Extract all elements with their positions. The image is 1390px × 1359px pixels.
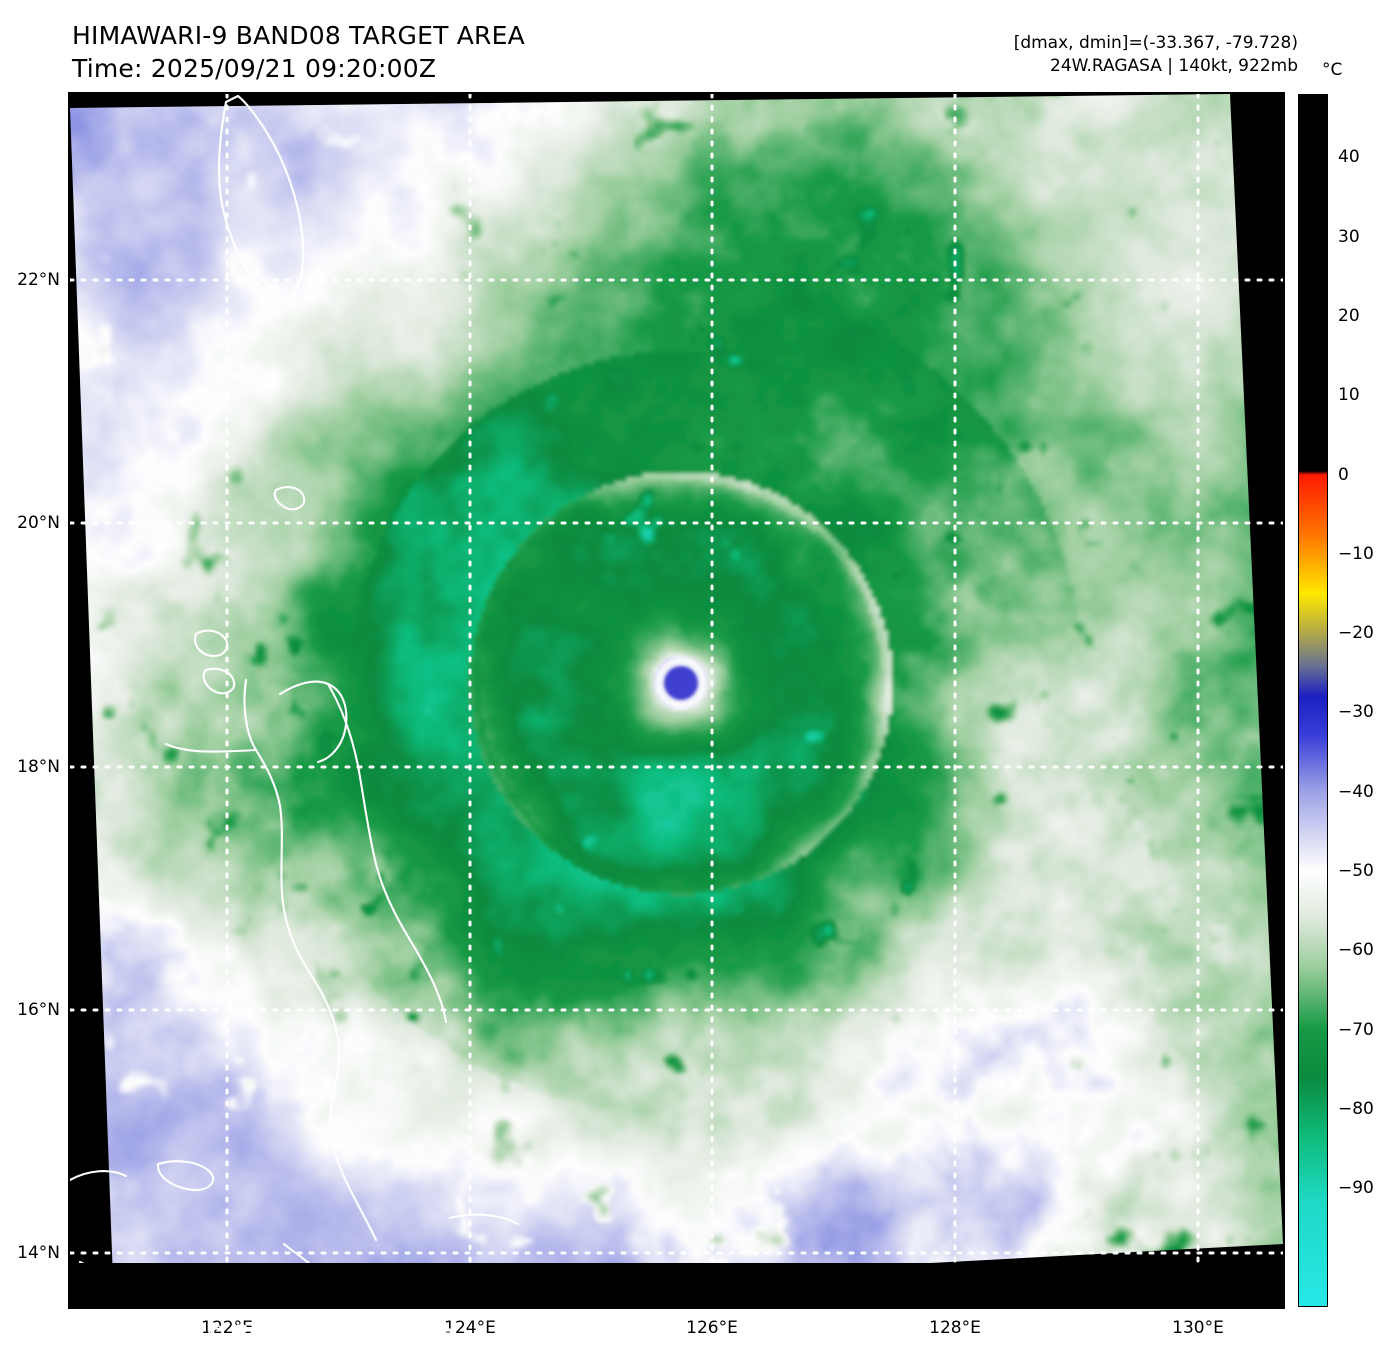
coastline-path <box>448 1213 520 1226</box>
y-axis-tick-label: 14°N <box>17 1243 60 1263</box>
coastline-path <box>156 1160 215 1192</box>
colorbar-tick-label: −70 <box>1338 1019 1374 1040</box>
coastline-path <box>194 629 229 658</box>
coastline-path <box>70 1170 128 1182</box>
colorbar-unit-label: °C <box>1322 60 1343 80</box>
colorbar-tick-label: 0 <box>1338 464 1349 485</box>
coastline-path <box>254 748 378 1242</box>
x-axis-tick-label: 128°E <box>929 1318 981 1338</box>
copyright-banner <box>70 1263 1283 1307</box>
y-axis-tick-label: 18°N <box>17 757 60 777</box>
colorbar-tick-label: −50 <box>1338 860 1374 881</box>
header-title-block: HIMAWARI-9 BAND08 TARGET AREA Time: 2025… <box>72 20 525 85</box>
y-axis-tick-label: 16°N <box>17 1000 60 1020</box>
x-axis-tick-label: 126°E <box>686 1318 738 1338</box>
storm-info-label: 24W.RAGASA | 140kt, 922mb <box>1050 55 1298 76</box>
x-axis-tick-label: 122°E <box>201 1318 253 1338</box>
colorbar-tick-label: −60 <box>1338 940 1374 961</box>
colorbar-tick-label: 10 <box>1338 385 1360 406</box>
timestamp-label: Time: 2025/09/21 09:20:00Z <box>72 53 437 83</box>
colorbar-tick-label: −30 <box>1338 702 1374 723</box>
y-axis-tick-label: 22°N <box>17 270 60 290</box>
temperature-colorbar <box>1298 94 1328 1307</box>
x-axis-tick-label: 124°E <box>444 1318 496 1338</box>
header-meta-block: [dmax, dmin]=(-33.367, -79.728) 24W.RAGA… <box>1014 32 1298 77</box>
graticule <box>70 94 1283 1307</box>
coastline-path <box>273 486 306 511</box>
satellite-image-plot <box>70 94 1283 1307</box>
y-axis-tick-label: 20°N <box>17 513 60 533</box>
colorbar-tick-label: −80 <box>1338 1098 1374 1119</box>
copyright-label: Copyright © 2020-2025 Dapiya <box>78 1321 456 1345</box>
coastline-path <box>326 682 448 1024</box>
x-axis-tick-label: 130°E <box>1172 1318 1224 1338</box>
colorbar-tick-label: 20 <box>1338 305 1360 326</box>
coastline-path <box>278 680 348 764</box>
page-title: HIMAWARI-9 BAND08 TARGET AREA <box>72 21 525 50</box>
dminmax-label: [dmax, dmin]=(-33.367, -79.728) <box>1013 33 1298 53</box>
satellite-imagery-canvas <box>70 94 1283 1307</box>
colorbar-tick-label: −90 <box>1338 1178 1374 1199</box>
colorbar-tick-label: 30 <box>1338 226 1360 247</box>
colorbar-tick-label: −10 <box>1338 543 1374 564</box>
colorbar-tick-label: −40 <box>1338 781 1374 802</box>
coastline-path <box>202 667 236 695</box>
storm-eye-marker <box>655 657 707 709</box>
colorbar-tick-label: 40 <box>1338 147 1360 168</box>
colorbar-tick-label: −20 <box>1338 623 1374 644</box>
coastline-path <box>217 94 305 303</box>
